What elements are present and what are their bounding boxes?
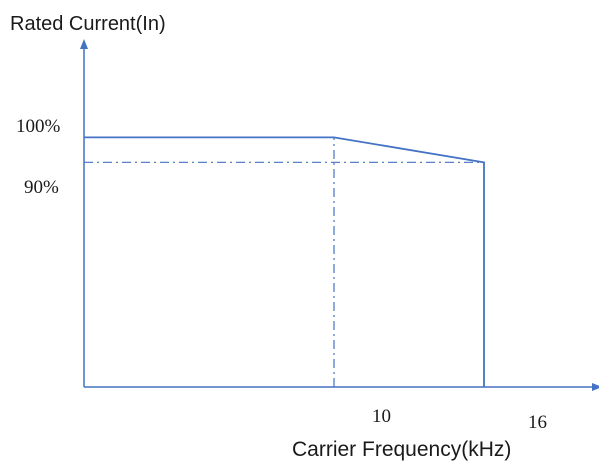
series-line-0 xyxy=(84,136,485,387)
series-layer xyxy=(84,136,485,387)
x-tick-label-16: 16 xyxy=(528,412,547,433)
y-axis-title: Rated Current(In) xyxy=(10,13,166,35)
y-tick-label-90: 90% xyxy=(24,177,59,198)
x-tick-label-10: 10 xyxy=(372,406,391,427)
y-tick-label-100: 100% xyxy=(16,116,61,137)
x-axis-title: Carrier Frequency(kHz) xyxy=(292,438,511,461)
reference-lines xyxy=(84,137,484,387)
